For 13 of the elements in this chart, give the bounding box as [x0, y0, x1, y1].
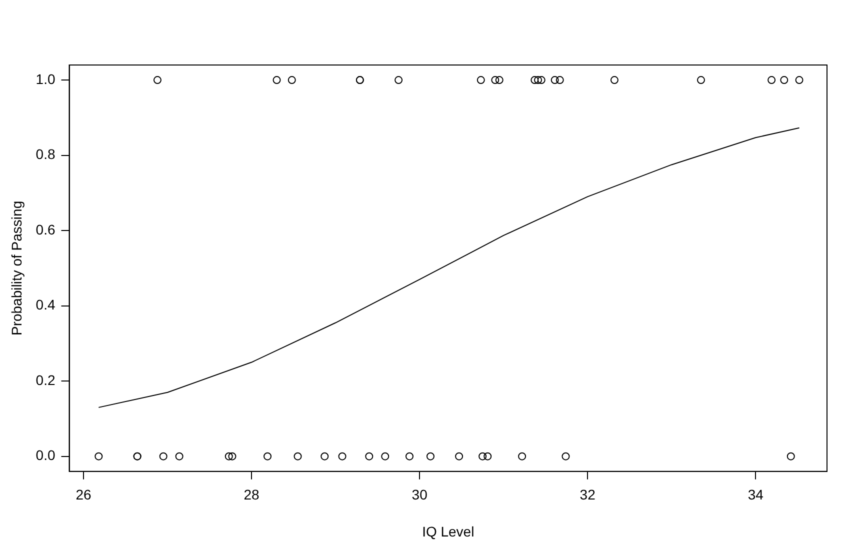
x-tick-label: 32	[580, 486, 596, 503]
x-tick-label: 26	[76, 486, 92, 503]
y-axis-title: Probability of Passing	[8, 200, 24, 336]
x-tick-label: 34	[748, 486, 764, 503]
y-tick-label: 0.2	[36, 372, 56, 388]
y-tick-label: 0.6	[36, 221, 56, 238]
x-axis-title: IQ Level	[422, 523, 474, 540]
y-tick-label: 0.8	[36, 146, 56, 162]
y-tick-label: 0.0	[36, 447, 56, 464]
y-tick-label: 0.4	[36, 296, 56, 313]
y-tick-label: 1.0	[36, 70, 56, 87]
x-tick-label: 30	[412, 486, 428, 503]
x-tick-label: 28	[244, 486, 260, 503]
